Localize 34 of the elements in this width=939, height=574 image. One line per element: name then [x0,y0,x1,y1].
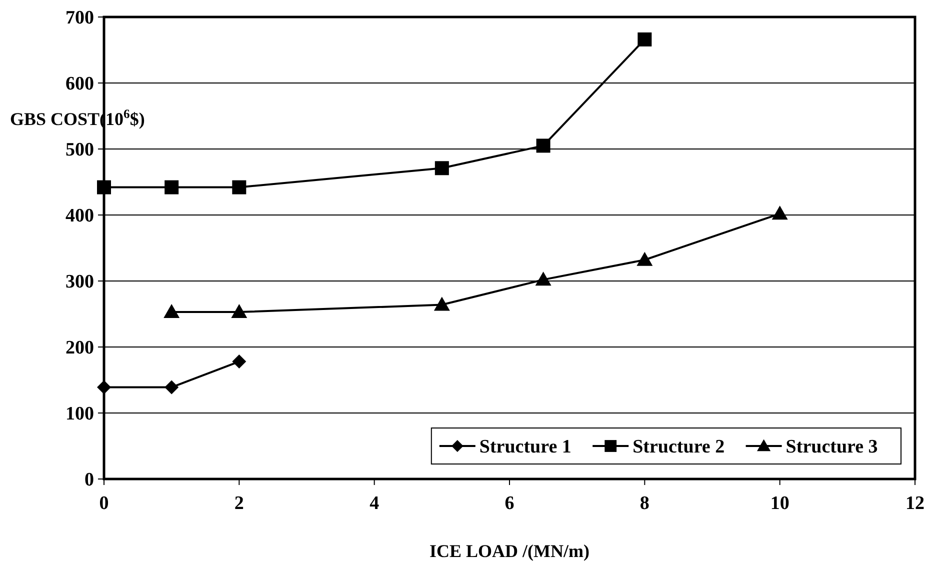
x-tick-label: 10 [770,493,790,514]
point [164,304,180,318]
point [97,180,111,194]
y-tick-label: 400 [66,206,94,227]
point [434,161,449,176]
point [231,304,248,318]
y-tick-label: 600 [66,74,94,95]
legend-label: Structure 3 [786,436,878,458]
point [232,354,246,369]
point [636,252,653,266]
y-tick-label: 700 [66,8,94,29]
point [232,180,246,194]
y-tick-label: 300 [66,272,94,293]
point [97,380,111,394]
y-tick-label: 0 [84,470,94,491]
x-tick-label: 8 [640,493,650,514]
x-tick-label: 0 [99,493,109,514]
point [638,32,652,46]
legend-label: Structure 1 [479,436,572,458]
point [164,380,179,394]
point [434,296,450,311]
x-axis-title: ICE LOAD /(MN/m) [430,541,590,561]
x-tick-label: 2 [234,493,244,514]
point [164,180,179,194]
legend-label: Structure 2 [632,436,725,458]
point [535,272,552,286]
y-tick-label: 100 [66,404,94,425]
point [536,138,550,153]
x-tick-label: 6 [504,493,514,514]
y-tick-label: 200 [66,338,94,359]
x-tick-label: 12 [906,493,924,514]
x-tick-label: 4 [370,493,380,514]
point [772,206,788,220]
y-tick-label: 500 [66,140,94,161]
